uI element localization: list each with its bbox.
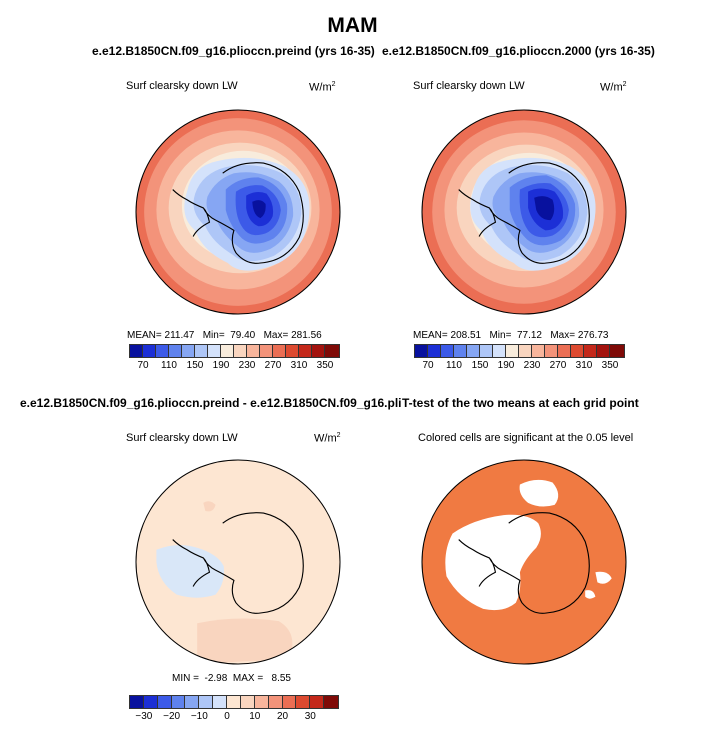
colorbar-swatch	[309, 695, 326, 709]
panel-1-map	[135, 109, 341, 315]
panel-1-stats: MEAN= 211.47 Min= 79.40 Max= 281.56	[127, 330, 322, 341]
colorbar-swatch	[596, 344, 612, 358]
colorbar-tick-label: 110	[446, 360, 462, 371]
colorbar-swatch	[253, 695, 271, 709]
colorbar-swatch	[557, 344, 573, 358]
colorbar-swatch	[226, 695, 243, 709]
figure-title: MAM	[327, 14, 378, 37]
colorbar-tick-label: 190	[212, 360, 230, 371]
colorbar-tick-label: 350	[601, 360, 619, 371]
colorbar-swatch	[414, 344, 430, 358]
colorbar-swatch	[267, 695, 285, 709]
panel-2-units: W/m2	[600, 81, 627, 94]
colorbar-tick-label: −20	[163, 711, 181, 722]
panel-1-units: W/m2	[309, 81, 336, 94]
colorbar-tick-label: 70	[422, 360, 434, 371]
colorbar-swatch	[427, 344, 443, 358]
colorbar-swatch	[505, 344, 521, 358]
colorbar-tick-label: 70	[137, 360, 149, 371]
colorbar-swatch	[531, 344, 547, 358]
colorbar-swatch	[198, 695, 215, 709]
colorbar-swatch	[170, 695, 187, 709]
colorbar-tick-label: 10	[249, 711, 261, 722]
colorbar-swatch	[583, 344, 599, 358]
colorbar-swatch	[466, 344, 482, 358]
colorbar-swatch	[246, 344, 262, 358]
panel-2-title: e.e12.B1850CN.f09_g16.plioccn.2000 (yrs …	[382, 44, 655, 58]
colorbar-tick-label: 110	[161, 360, 177, 371]
panel-3-stats: MIN = -2.98 MAX = 8.55	[172, 673, 291, 684]
panel-1-title: e.e12.B1850CN.f09_g16.plioccn.preind (yr…	[92, 44, 375, 58]
panel-3-colorbar-ticks: −30 −20 −10 0 10 20 30	[130, 711, 338, 725]
colorbar-swatch	[239, 695, 257, 709]
colorbar-tick-label: 150	[186, 360, 204, 371]
colorbar-swatch	[479, 344, 495, 358]
colorbar-swatch	[212, 695, 229, 709]
panel-2-colorbar	[414, 344, 625, 358]
colorbar-swatch	[609, 344, 625, 358]
colorbar-tick-label: 270	[264, 360, 282, 371]
colorbar-tick-label: 350	[316, 360, 334, 371]
colorbar-tick-label: 20	[276, 711, 289, 722]
colorbar-swatch	[181, 344, 197, 358]
panel-2-stats: MEAN= 208.51 Min= 77.12 Max= 276.73	[413, 330, 609, 341]
panel-3-title: e.e12.B1850CN.f09_g16.plioccn.preind - e…	[20, 396, 460, 410]
colorbar-tick-label: −10	[190, 711, 208, 722]
colorbar-tick-label: 310	[575, 360, 593, 371]
panel-1-colorbar	[129, 344, 340, 358]
colorbar-swatch	[156, 695, 174, 709]
panel-4-map	[421, 459, 627, 665]
colorbar-swatch	[323, 695, 340, 709]
colorbar-swatch	[324, 344, 340, 358]
colorbar-tick-label: 150	[471, 360, 489, 371]
colorbar-swatch	[544, 344, 560, 358]
colorbar-swatch	[492, 344, 508, 358]
colorbar-swatch	[259, 344, 275, 358]
colorbar-swatch	[311, 344, 327, 358]
panel-3-map	[135, 459, 341, 665]
colorbar-swatch	[168, 344, 184, 358]
colorbar-swatch	[453, 344, 469, 358]
colorbar-swatch	[220, 344, 236, 358]
colorbar-swatch	[281, 695, 298, 709]
colorbar-tick-label: 30	[304, 711, 316, 722]
colorbar-swatch	[570, 344, 586, 358]
panel-4-title: T-test of the two means at each grid poi…	[402, 396, 639, 410]
colorbar-swatch	[194, 344, 210, 358]
panel-2-variable-label: Surf clearsky down LW	[413, 80, 525, 92]
panel-3-colorbar	[128, 695, 340, 709]
colorbar-tick-label: 190	[497, 360, 515, 371]
colorbar-swatch	[272, 344, 288, 358]
colorbar-tick-label: 230	[523, 360, 541, 371]
colorbar-swatch	[142, 344, 158, 358]
colorbar-swatch	[285, 344, 301, 358]
colorbar-swatch	[129, 344, 145, 358]
colorbar-swatch	[518, 344, 534, 358]
colorbar-tick-label: 270	[549, 360, 567, 371]
colorbar-swatch	[298, 344, 314, 358]
colorbar-tick-label: 230	[238, 360, 256, 371]
colorbar-swatch	[184, 695, 201, 709]
colorbar-tick-label: 310	[290, 360, 308, 371]
colorbar-swatch	[233, 344, 249, 358]
colorbar-swatch	[207, 344, 223, 358]
panel-1-colorbar-ticks: 70 110 150 190 230 270 310 350	[130, 360, 338, 374]
colorbar-swatch	[142, 695, 160, 709]
panel-2-colorbar-ticks: 70 110 150 190 230 270 310 350	[415, 360, 623, 374]
panel-2-map	[421, 109, 627, 315]
colorbar-swatch	[155, 344, 171, 358]
colorbar-tick-label: −30	[135, 711, 153, 722]
colorbar-swatch	[440, 344, 456, 358]
panel-4-significance-note: Colored cells are significant at the 0.0…	[418, 432, 634, 444]
colorbar-swatch	[128, 695, 146, 709]
colorbar-swatch	[295, 695, 312, 709]
panel-3-variable-label: Surf clearsky down LW	[126, 432, 238, 444]
panel-1-variable-label: Surf clearsky down LW	[126, 80, 238, 92]
colorbar-tick-label: 0	[224, 711, 230, 722]
panel-3-units: W/m2	[314, 432, 341, 445]
